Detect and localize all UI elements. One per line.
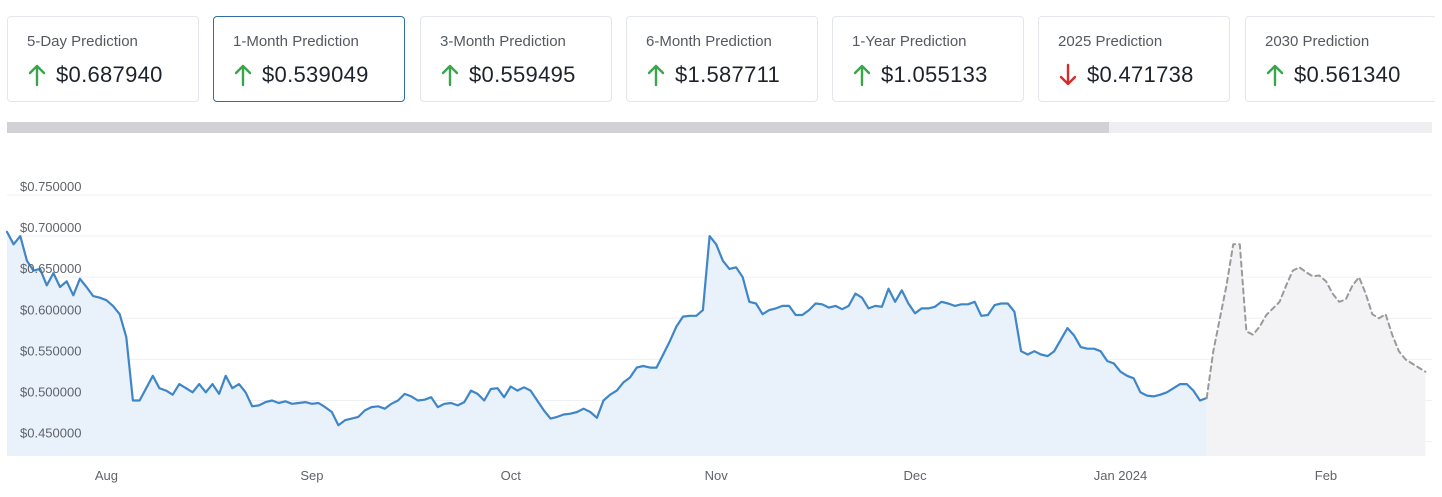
y-tick-label: $0.700000 [20,220,81,235]
x-tick-label: Aug [95,468,118,483]
card-value-row: $0.687940 [28,61,163,89]
arrow-up-icon [1266,64,1284,87]
card-value: $0.471738 [1087,62,1194,87]
x-tick-label: Nov [705,468,729,483]
chart-lines [5,230,1427,427]
card-value: $0.539049 [262,62,369,87]
card-label: 3-Month Prediction [440,33,566,50]
arrow-up-icon [28,64,46,87]
x-tick-label: Feb [1315,468,1337,483]
card-value: $1.587711 [675,62,781,87]
arrow-up-icon [441,64,459,87]
historical-area [7,231,1207,456]
prediction-cards: 5-Day Prediction $0.687940 1-Month Predic… [7,16,1435,106]
y-axis-ticks: $0.750000 $0.700000 $0.650000 $0.600000 $0.5… [20,179,81,441]
y-tick-label: $0.550000 [20,343,81,358]
card-value-row: $1.587711 [647,61,780,89]
card-value-row: $0.539049 [234,61,369,89]
historical-price-line [5,230,1208,427]
card-value: $0.559495 [469,62,576,87]
x-axis-ticks: Aug Sep Oct Nov Dec Jan 2024 Feb [95,468,1337,483]
card-3-month-prediction[interactable]: 3-Month Prediction $0.559495 [420,16,612,102]
card-value-row: $0.471738 [1059,61,1194,89]
card-label: 1-Year Prediction [852,33,967,50]
card-value: $1.055133 [881,62,988,87]
horizontal-scrollbar[interactable] [7,122,1432,133]
y-tick-label: $0.650000 [20,261,81,276]
y-tick-label: $0.450000 [20,426,81,441]
card-value-row: $0.559495 [441,61,576,89]
x-tick-label: Oct [501,468,522,483]
card-5-day-prediction[interactable]: 5-Day Prediction $0.687940 [7,16,199,102]
x-tick-label: Jan 2024 [1094,468,1148,483]
forecast-price-line [1205,243,1427,399]
chart-areas [7,231,1426,456]
card-1-year-prediction[interactable]: 1-Year Prediction $1.055133 [832,16,1024,102]
card-label: 6-Month Prediction [646,33,772,50]
card-value-row: $0.561340 [1266,61,1401,89]
y-tick-label: $0.600000 [20,302,81,317]
x-tick-label: Dec [903,468,927,483]
x-tick-label: Sep [300,468,323,483]
y-tick-label: $0.500000 [20,385,81,400]
card-label: 2025 Prediction [1058,33,1163,50]
card-label: 2030 Prediction [1265,33,1370,50]
arrow-down-icon [1059,63,1077,86]
forecast-area [1206,244,1426,456]
card-1-month-prediction[interactable]: 1-Month Prediction $0.539049 [213,16,405,102]
card-6-month-prediction[interactable]: 6-Month Prediction $1.587711 [626,16,818,102]
card-value: $0.687940 [56,62,163,87]
price-chart: $0.750000 $0.700000 $0.650000 $0.600000 $0.5… [5,179,1432,483]
y-tick-label: $0.750000 [20,179,81,194]
arrow-up-icon [853,64,871,87]
card-value-row: $1.055133 [853,61,988,89]
arrow-up-icon [647,64,665,87]
scrollbar-thumb[interactable] [7,122,1109,133]
card-2030-prediction[interactable]: 2030 Prediction $0.561340 [1245,16,1435,102]
arrow-up-icon [234,64,252,87]
card-2025-prediction[interactable]: 2025 Prediction $0.471738 [1038,16,1230,102]
card-label: 5-Day Prediction [27,33,138,50]
card-value: $0.561340 [1294,62,1401,87]
card-label: 1-Month Prediction [233,33,359,50]
